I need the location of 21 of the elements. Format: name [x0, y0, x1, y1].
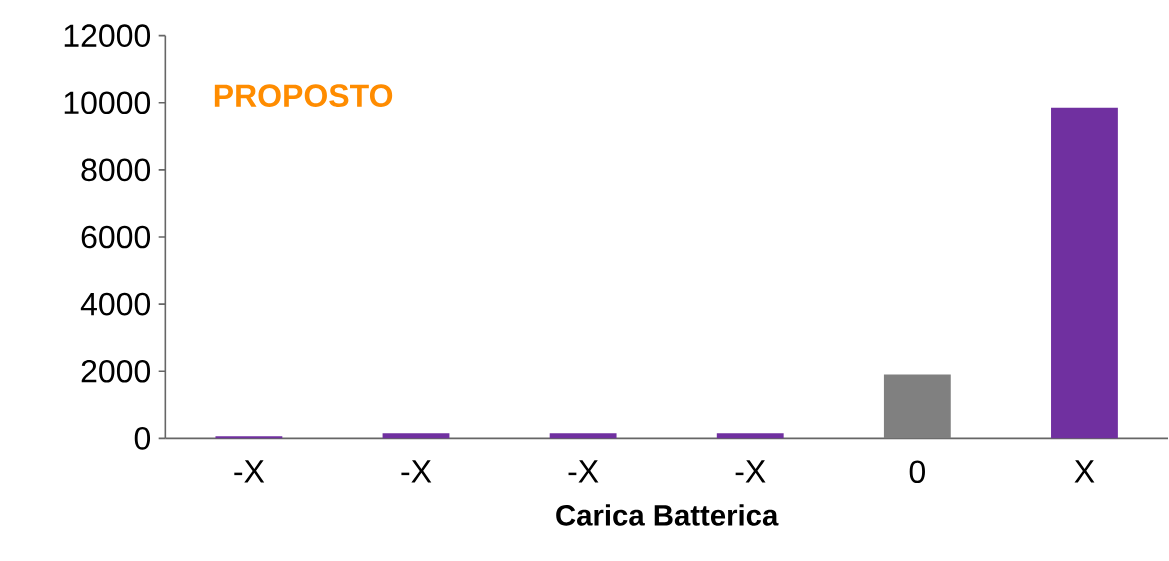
x-tick-label: -X	[401, 460, 432, 483]
bar	[716, 433, 784, 439]
x-tick-label: -X	[568, 460, 599, 483]
x-tick-label: 0	[909, 460, 925, 484]
annotation: PROPOSTO	[214, 84, 393, 107]
x-tick-label: -X	[735, 460, 766, 483]
y-tick-label: 4000	[80, 292, 151, 316]
bar	[215, 436, 283, 439]
y-tick-label: 8000	[81, 158, 151, 182]
x-tick-label: X	[1074, 460, 1095, 483]
bar	[1051, 107, 1118, 439]
bar	[883, 374, 951, 439]
y-tick-label: 0	[134, 427, 151, 450]
x-tick-label: -X	[234, 460, 265, 483]
y-tick-label: 12000	[64, 24, 151, 47]
bar	[382, 433, 450, 439]
bar	[549, 433, 617, 439]
y-tick-label: 10000	[64, 91, 151, 115]
x-axis-title: Carica Batterica	[556, 504, 779, 526]
y-tick-label: 2000	[81, 359, 151, 383]
y-tick-label: 6000	[81, 225, 151, 249]
